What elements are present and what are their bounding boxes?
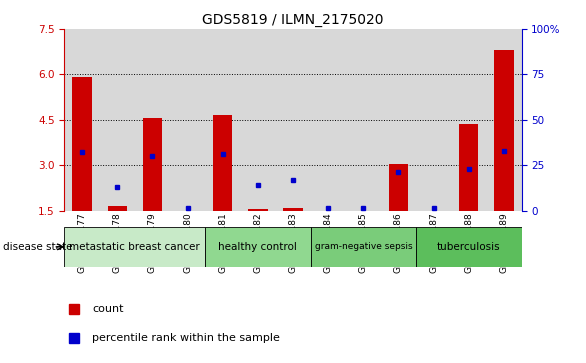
Bar [205,227,311,267]
Title: GDS5819 / ILMN_2175020: GDS5819 / ILMN_2175020 [202,13,384,26]
Text: count: count [92,303,124,314]
Bar [311,29,346,211]
Bar [170,29,205,211]
Bar [73,77,91,211]
Bar [416,227,522,267]
Text: disease state: disease state [3,242,73,252]
Bar [248,209,267,211]
Bar [486,29,522,211]
Bar [495,50,514,211]
Bar [100,29,135,211]
Bar [451,29,486,211]
Text: metastatic breast cancer: metastatic breast cancer [69,242,200,252]
Bar [275,29,311,211]
Bar [240,29,275,211]
Bar [346,29,381,211]
Bar [64,29,100,211]
Bar [135,29,170,211]
Bar [459,125,478,211]
Bar [284,208,303,211]
Text: percentile rank within the sample: percentile rank within the sample [92,333,280,343]
Bar [108,206,127,211]
Bar [311,227,416,267]
Bar [381,29,416,211]
Text: gram-negative sepsis: gram-negative sepsis [315,242,412,251]
Bar [64,227,205,267]
Bar [143,118,162,211]
Text: tuberculosis: tuberculosis [437,242,500,252]
Text: healthy control: healthy control [219,242,297,252]
Bar [205,29,240,211]
Bar [213,115,232,211]
Bar [416,29,451,211]
Bar [389,164,408,211]
